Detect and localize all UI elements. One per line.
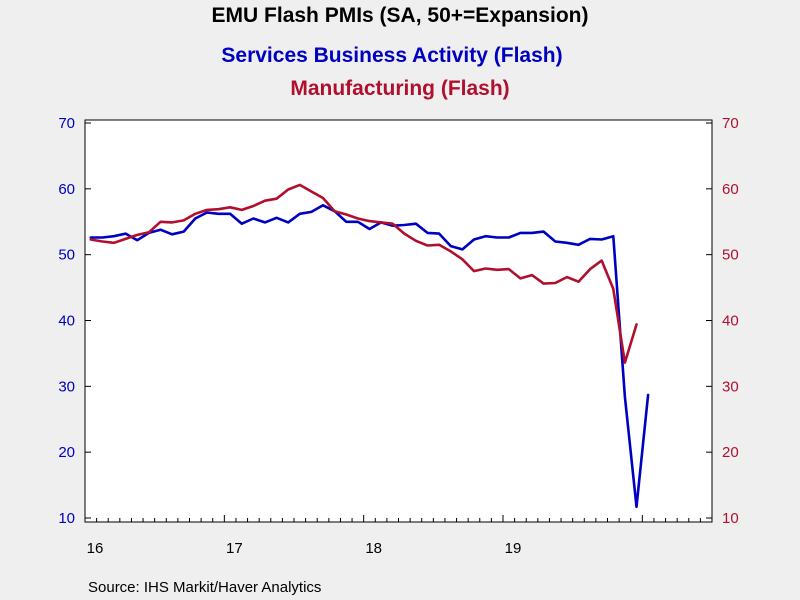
source-note: Source: IHS Markit/Haver Analytics — [88, 579, 321, 596]
right-tick-label: 30 — [722, 378, 739, 395]
left-tick-label: 60 — [58, 181, 75, 198]
legend-manufacturing: Manufacturing (Flash) — [290, 77, 509, 100]
right-tick-label: 60 — [722, 181, 739, 198]
chart-title: EMU Flash PMIs (SA, 50+=Expansion) — [212, 4, 589, 27]
right-tick-label: 50 — [722, 247, 739, 264]
left-tick-label: 20 — [58, 444, 75, 461]
x-tick-label: 18 — [365, 540, 382, 557]
right-tick-label: 10 — [722, 510, 739, 527]
right-tick-label: 40 — [722, 313, 739, 330]
services-line — [89, 204, 650, 509]
manufacturing-line — [89, 183, 638, 364]
right-axis: 10 20 30 40 50 60 70 — [706, 115, 739, 527]
x-tick-label: 16 — [87, 540, 104, 557]
x-tick-label: 19 — [505, 540, 522, 557]
legend-services: Services Business Activity (Flash) — [221, 44, 562, 67]
series-layer — [89, 183, 650, 509]
right-tick-label: 70 — [722, 115, 739, 132]
left-tick-label: 40 — [58, 313, 75, 330]
left-tick-label: 10 — [58, 510, 75, 527]
left-tick-label: 30 — [58, 378, 75, 395]
left-tick-label: 50 — [58, 247, 75, 264]
right-tick-label: 20 — [722, 444, 739, 461]
plot-area — [84, 119, 713, 523]
x-axis: 16 17 18 19 — [84, 515, 713, 557]
x-tick-label: 17 — [226, 540, 243, 557]
left-tick-label: 70 — [58, 115, 75, 132]
left-axis: 10 20 30 40 50 60 70 — [58, 115, 91, 527]
